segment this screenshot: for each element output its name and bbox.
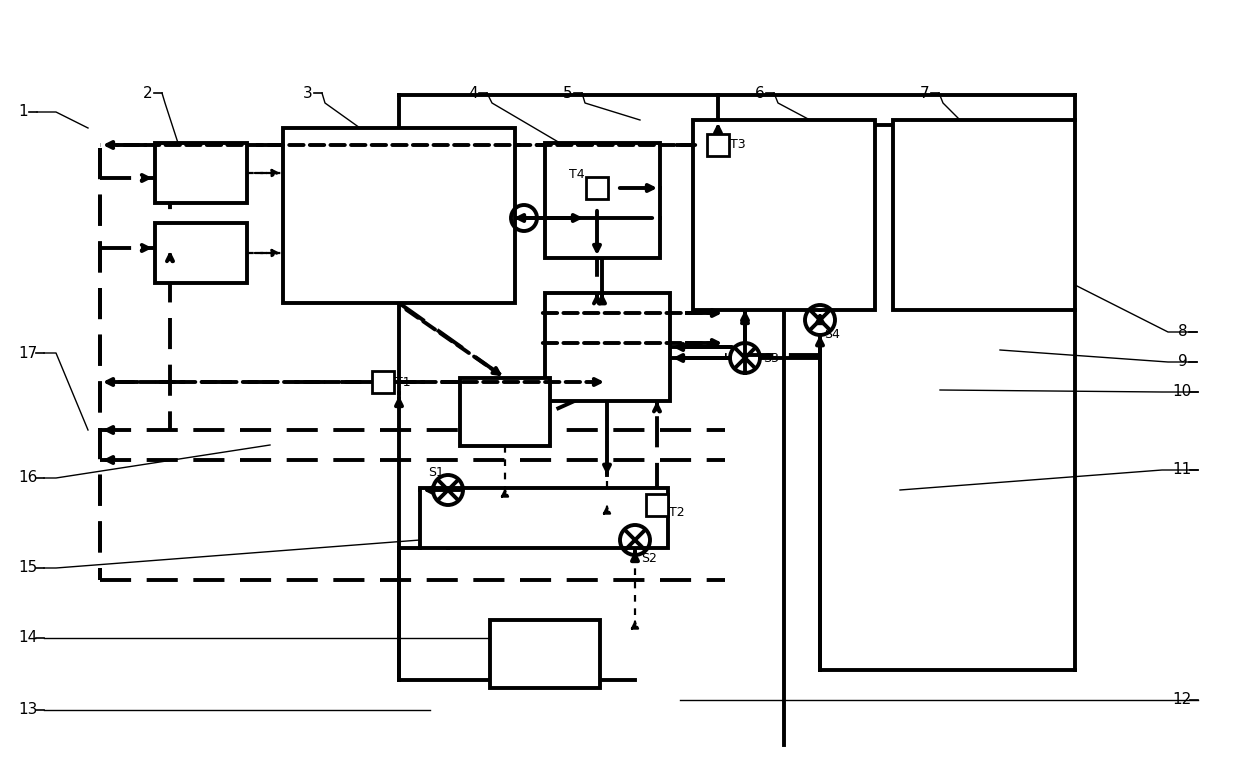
Text: T1: T1 — [396, 376, 410, 389]
Bar — [155, 223, 247, 283]
Bar — [707, 134, 729, 156]
Text: S1: S1 — [428, 465, 444, 478]
Text: S3: S3 — [763, 352, 779, 365]
Text: 13: 13 — [19, 703, 37, 717]
Bar — [587, 177, 608, 199]
Text: 1: 1 — [19, 104, 27, 120]
Bar — [693, 120, 875, 310]
Bar — [893, 120, 1075, 310]
Text: 7: 7 — [920, 86, 930, 100]
Bar — [155, 143, 247, 203]
Bar — [546, 143, 660, 258]
Text: 17: 17 — [19, 346, 37, 360]
Text: S4: S4 — [825, 329, 839, 342]
Bar — [646, 494, 668, 516]
Bar — [490, 620, 600, 688]
Bar — [546, 293, 670, 401]
Text: 2: 2 — [143, 86, 153, 100]
Text: 9: 9 — [1178, 355, 1188, 369]
Text: T2: T2 — [670, 506, 684, 519]
Text: 15: 15 — [19, 560, 37, 576]
Bar — [283, 128, 515, 303]
Text: 6: 6 — [755, 86, 765, 100]
Text: 5: 5 — [563, 86, 573, 100]
Text: S2: S2 — [641, 551, 657, 564]
Text: 14: 14 — [19, 631, 37, 645]
Text: 3: 3 — [303, 86, 312, 100]
Text: T4: T4 — [569, 168, 584, 181]
Text: T3: T3 — [730, 138, 745, 152]
Text: 4: 4 — [467, 86, 477, 100]
Text: 11: 11 — [1172, 462, 1192, 478]
Bar — [460, 378, 551, 446]
Text: 8: 8 — [1178, 325, 1188, 339]
Bar — [372, 371, 394, 393]
Text: 16: 16 — [19, 471, 37, 485]
Bar — [420, 488, 668, 548]
Text: 10: 10 — [1172, 384, 1192, 400]
Text: 12: 12 — [1172, 693, 1192, 707]
